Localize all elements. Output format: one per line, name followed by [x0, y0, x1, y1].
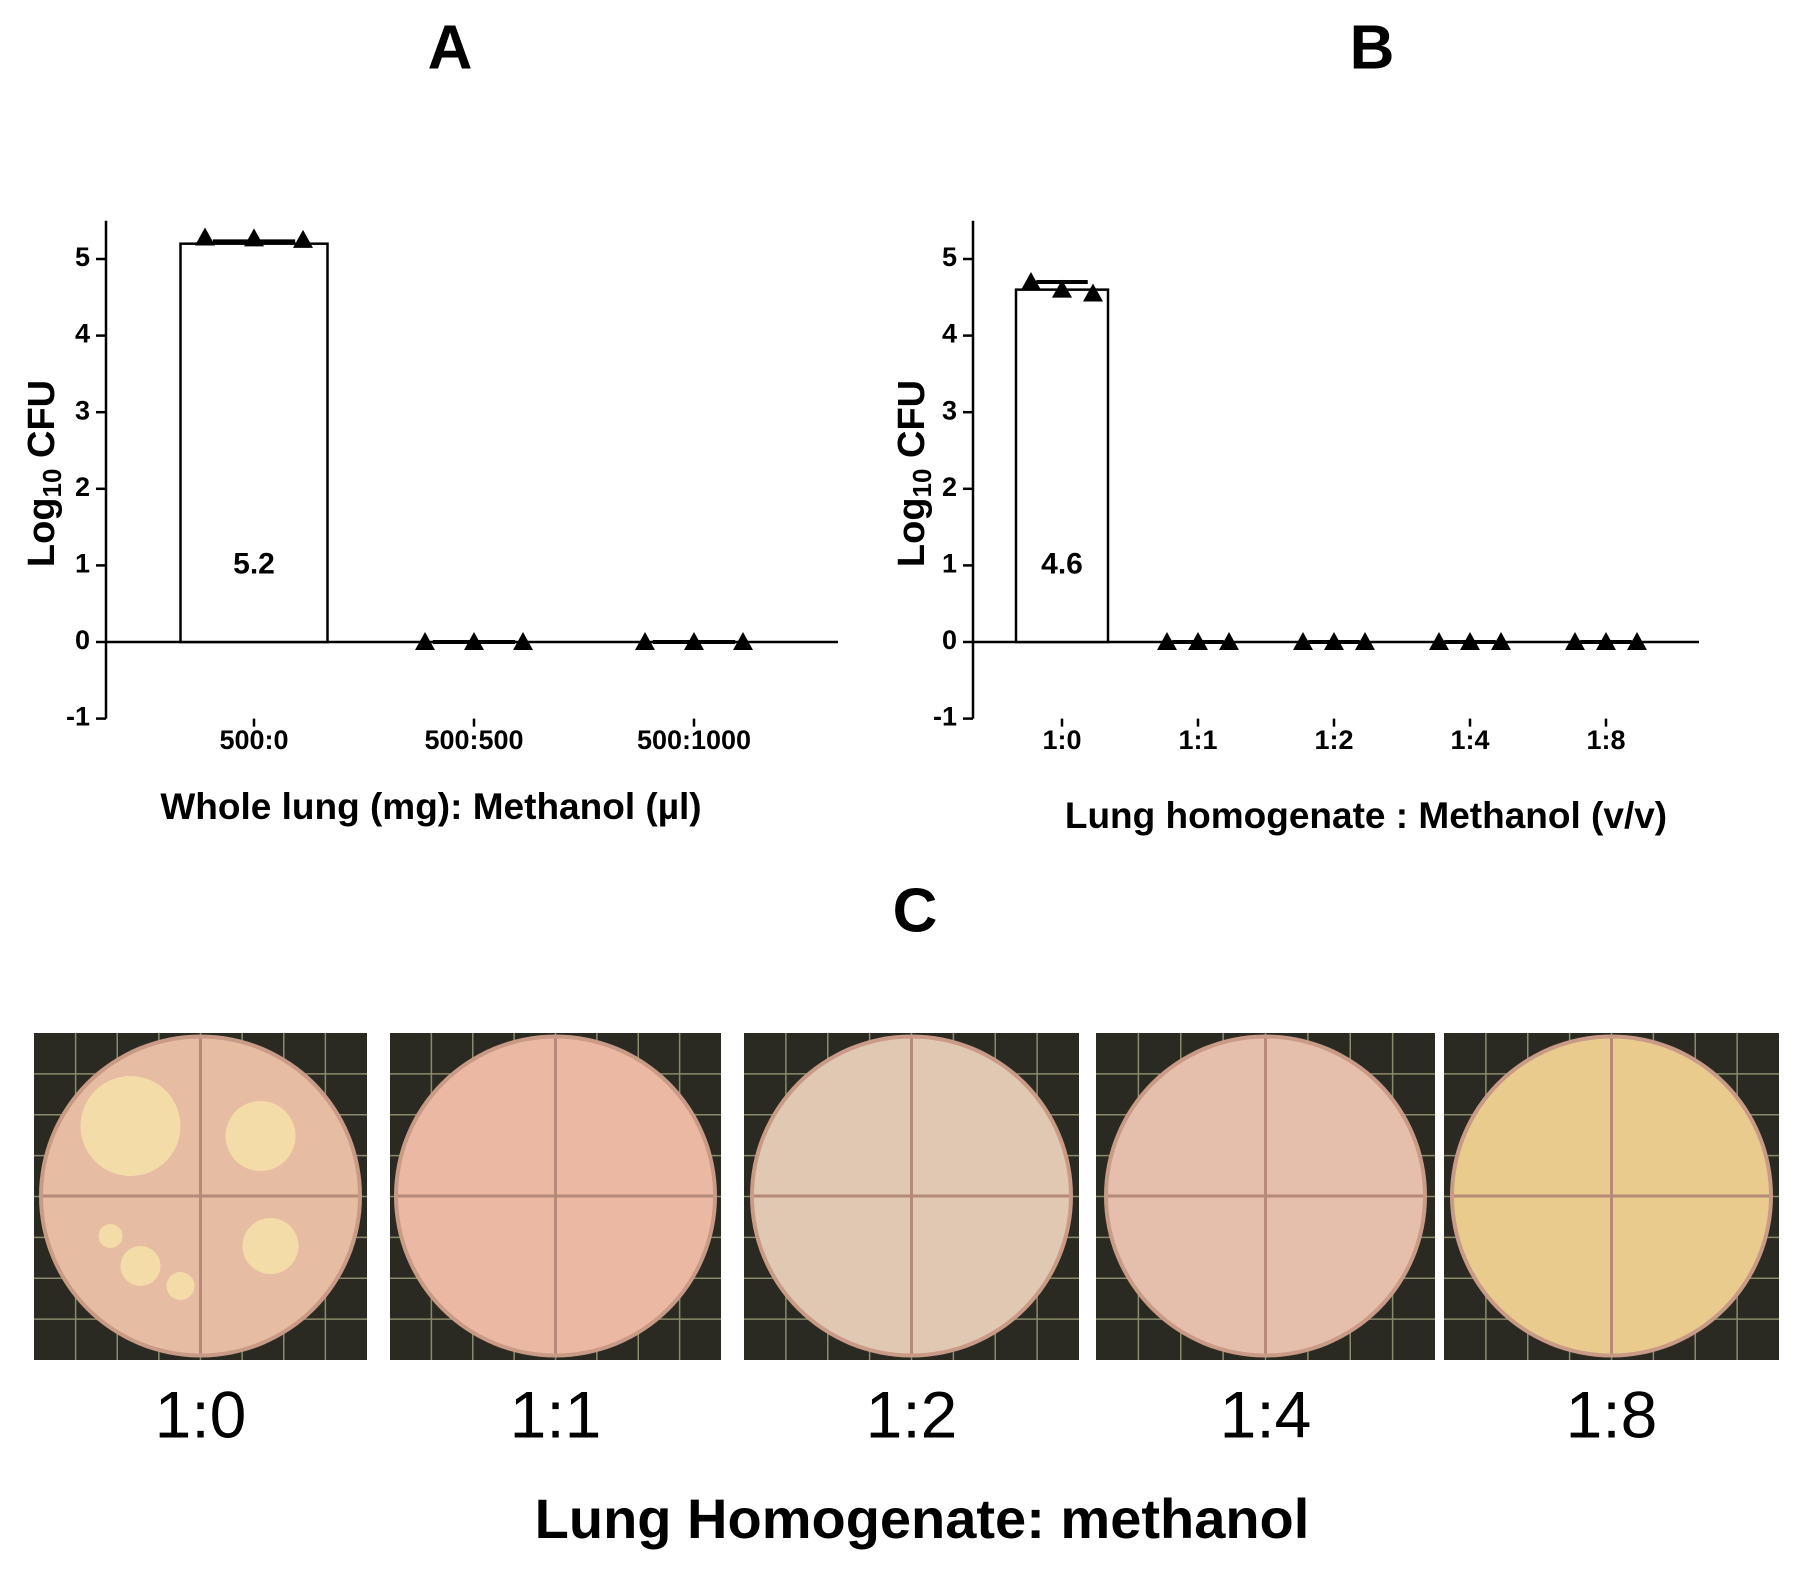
y-tick-label: -1 [933, 702, 957, 732]
panel-c: C 1:0 1:1 1:2 1:4 1:8 Lung Homogenate: methano… [34, 876, 1779, 1550]
panel-label: C [893, 876, 938, 945]
y-tick-label: 0 [75, 625, 90, 655]
y-tick-label: 2 [942, 472, 957, 502]
colony [98, 1224, 123, 1248]
y-axis-label-part: CFU [891, 380, 933, 469]
data-point [684, 632, 704, 650]
chart: A -1 0 1 2 3 4 5 Log10 CFU Whole lung (mg): Metha… [21, 13, 838, 827]
data-point [1052, 279, 1072, 298]
x-tick-label: 1:1 [1178, 725, 1217, 755]
y-tick-label: 0 [942, 625, 957, 655]
colony [225, 1101, 296, 1171]
x-tick-label: 500:0 [219, 725, 288, 755]
data-point [1627, 632, 1647, 650]
data-point [513, 632, 533, 650]
data-point [1021, 271, 1041, 290]
colony [80, 1076, 181, 1176]
x-tick-label: 1:0 [1042, 725, 1081, 755]
data-point [1324, 632, 1344, 650]
data-point [415, 632, 435, 650]
y-tick-label: -1 [66, 702, 90, 732]
data-point [733, 632, 753, 650]
panel-label: B [1350, 13, 1395, 82]
plate-label: 1:8 [1566, 1377, 1658, 1451]
y-axis-label-part: Log [891, 497, 933, 567]
x-tick-label: 1:4 [1450, 725, 1489, 755]
value-label: 4.6 [1041, 547, 1083, 580]
panel-label: A [428, 13, 473, 82]
data-point [1355, 632, 1375, 650]
chart: B -1 0 1 2 3 4 5 Log10 CFU Lung homogenate : Meth… [891, 13, 1699, 836]
y-tick-label: 5 [942, 242, 957, 272]
y-axis-label-part: 10 [37, 469, 67, 498]
data-point [1460, 632, 1480, 650]
data-point [635, 632, 655, 650]
data-point [1596, 632, 1616, 650]
plate-label: 1:1 [510, 1377, 602, 1451]
data-point [1429, 632, 1449, 650]
y-axis-label: Log10 CFU [21, 380, 67, 567]
data-point [1565, 632, 1585, 650]
data-point [244, 228, 264, 247]
y-axis-label-part: Log [21, 497, 63, 567]
data-point [195, 227, 215, 246]
colony [242, 1218, 299, 1274]
x-tick-label: 1:2 [1314, 725, 1353, 755]
y-tick-label: 1 [942, 549, 957, 579]
plate-label: 1:2 [866, 1377, 958, 1451]
data-point [464, 632, 484, 650]
y-axis-label: Log10 CFU [891, 380, 937, 567]
colony [166, 1272, 195, 1300]
colony [120, 1246, 161, 1286]
data-point [1188, 632, 1208, 650]
plate-label: 1:4 [1220, 1377, 1312, 1451]
x-tick-label: 1:8 [1586, 725, 1625, 755]
bar [179, 242, 329, 644]
panel-c-caption: Lung Homogenate: methanol [535, 1487, 1310, 1550]
y-tick-label: 3 [75, 395, 90, 425]
data-point [293, 229, 313, 248]
y-tick-label: 3 [942, 395, 957, 425]
y-tick-label: 4 [75, 319, 90, 349]
value-label: 5.2 [233, 547, 275, 580]
data-point [1293, 632, 1313, 650]
x-tick-label: 500:500 [424, 725, 523, 755]
y-axis-label-part: 10 [907, 469, 937, 498]
y-axis-label-part: CFU [21, 380, 63, 469]
data-point [1491, 632, 1511, 650]
y-tick-label: 1 [75, 549, 90, 579]
data-point [1157, 632, 1177, 650]
data-point [1219, 632, 1239, 650]
y-tick-label: 2 [75, 472, 90, 502]
plate-label: 1:0 [155, 1377, 247, 1451]
x-axis-label: Lung homogenate : Methanol (v/v) [1065, 795, 1667, 836]
bar [1014, 288, 1110, 644]
x-axis-label: Whole lung (mg): Methanol (µl) [160, 786, 701, 827]
x-tick-label: 500:1000 [637, 725, 751, 755]
data-point [1083, 283, 1103, 302]
y-tick-label: 5 [75, 242, 90, 272]
y-tick-label: 4 [942, 319, 957, 349]
